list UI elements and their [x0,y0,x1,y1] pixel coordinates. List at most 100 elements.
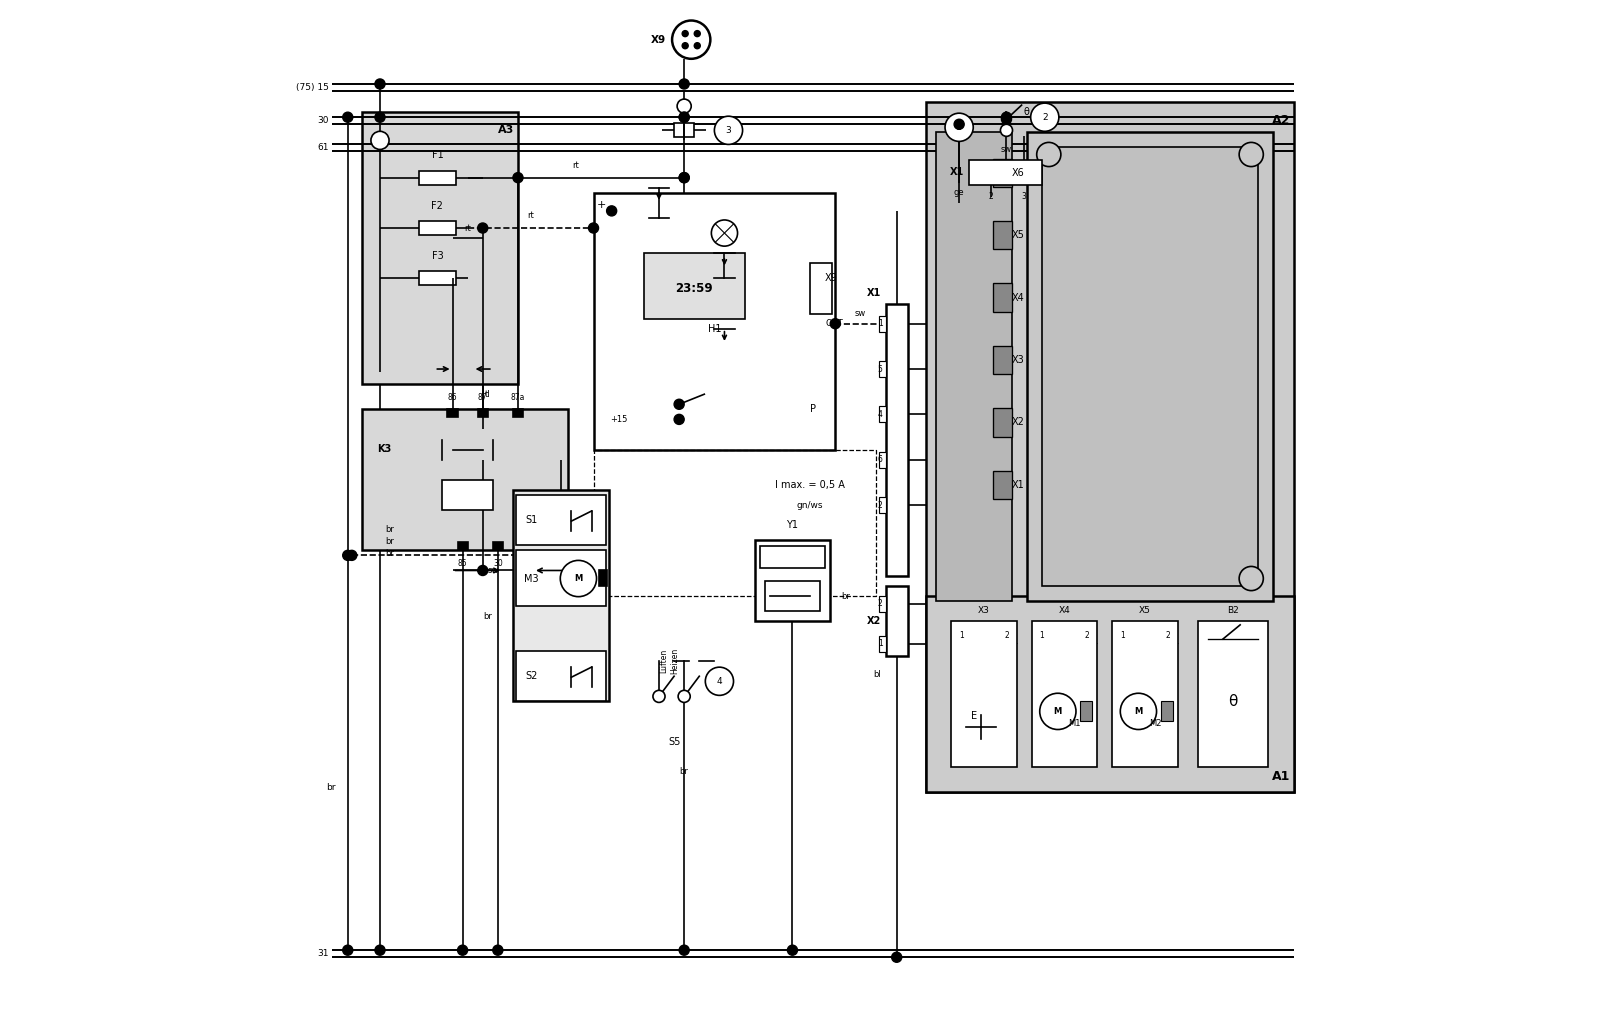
Bar [598,571,606,586]
Circle shape [678,112,690,122]
Bar [515,495,606,545]
Text: 2: 2 [1165,631,1170,640]
Bar [478,409,488,417]
Circle shape [374,79,386,89]
Circle shape [694,30,701,36]
Text: Lüften
Heizen: Lüften Heizen [659,648,678,675]
Bar [515,651,606,701]
Bar [765,581,821,611]
Circle shape [342,112,352,122]
Circle shape [714,116,742,144]
Bar [878,406,886,422]
Text: H1: H1 [707,324,722,333]
Text: K3: K3 [378,443,390,453]
Bar [886,304,907,576]
Bar [936,132,1011,601]
Circle shape [560,561,597,597]
Circle shape [589,223,598,233]
Text: OUT: OUT [826,319,843,328]
Bar [878,361,886,377]
Text: br: br [326,783,336,792]
Text: 4: 4 [878,410,883,419]
Bar [1032,621,1098,767]
Circle shape [653,690,666,702]
Circle shape [458,945,467,955]
Circle shape [678,690,690,702]
Text: M: M [1054,707,1062,716]
Text: br: br [386,548,395,558]
Text: M: M [574,574,582,583]
Circle shape [1000,124,1013,136]
Text: M3: M3 [523,574,538,584]
Circle shape [678,173,690,183]
Circle shape [678,79,690,89]
Bar [419,171,456,185]
Text: +15: +15 [610,415,627,424]
Circle shape [694,42,701,48]
Bar [994,284,1011,312]
Text: br: br [386,524,395,533]
Circle shape [682,30,688,36]
Circle shape [672,20,710,59]
Text: rt: rt [526,211,534,220]
Bar [1042,147,1258,586]
Text: Y1: Y1 [787,520,798,530]
Text: X4: X4 [1059,606,1070,615]
Circle shape [514,173,523,183]
Text: rt: rt [464,223,470,232]
Text: X3: X3 [978,606,990,615]
Text: M: M [1134,707,1142,716]
Circle shape [371,131,389,149]
Bar [994,221,1011,249]
Text: 1: 1 [958,631,963,640]
Text: X3: X3 [1011,355,1024,365]
Text: A2: A2 [1272,114,1291,126]
Circle shape [712,220,738,246]
Bar [458,542,467,550]
Text: 1: 1 [1040,631,1045,640]
Text: 86: 86 [448,393,458,402]
Bar [493,542,502,550]
Text: X4: X4 [1011,293,1024,303]
Text: 4: 4 [717,677,722,686]
Circle shape [946,113,973,141]
Circle shape [682,42,688,48]
Bar [674,123,694,137]
Circle shape [1120,693,1157,729]
Bar [514,409,523,417]
Bar [994,471,1011,499]
Circle shape [606,206,616,216]
Text: X1: X1 [950,167,965,177]
Text: X9: X9 [651,34,666,44]
Text: X1: X1 [1011,480,1024,490]
Bar [950,621,1016,767]
Bar [755,540,830,621]
Circle shape [374,112,386,122]
Text: A1: A1 [1272,771,1291,784]
Text: 6: 6 [878,456,883,465]
Text: 85: 85 [458,559,467,568]
Text: 1: 1 [878,639,883,648]
Circle shape [787,945,797,955]
Text: +: + [597,200,606,210]
Text: ge: ge [954,188,965,197]
Bar [878,596,886,612]
Text: bl: bl [874,670,880,679]
Text: 2: 2 [878,599,883,608]
Text: gn/ws: gn/ws [797,501,824,509]
Text: 30: 30 [317,116,328,125]
Circle shape [674,399,685,409]
Bar [994,159,1011,187]
Text: 2: 2 [1085,631,1090,640]
Bar [926,102,1293,792]
Text: 30: 30 [493,559,502,568]
Circle shape [342,550,352,561]
Text: M2: M2 [1149,719,1162,728]
Text: 87a: 87a [510,393,525,402]
Text: 1: 1 [878,319,883,328]
Text: F3: F3 [432,251,443,262]
Text: 2: 2 [989,192,994,201]
Text: A3: A3 [498,125,514,135]
Circle shape [342,945,352,955]
Text: θ: θ [1024,107,1029,117]
